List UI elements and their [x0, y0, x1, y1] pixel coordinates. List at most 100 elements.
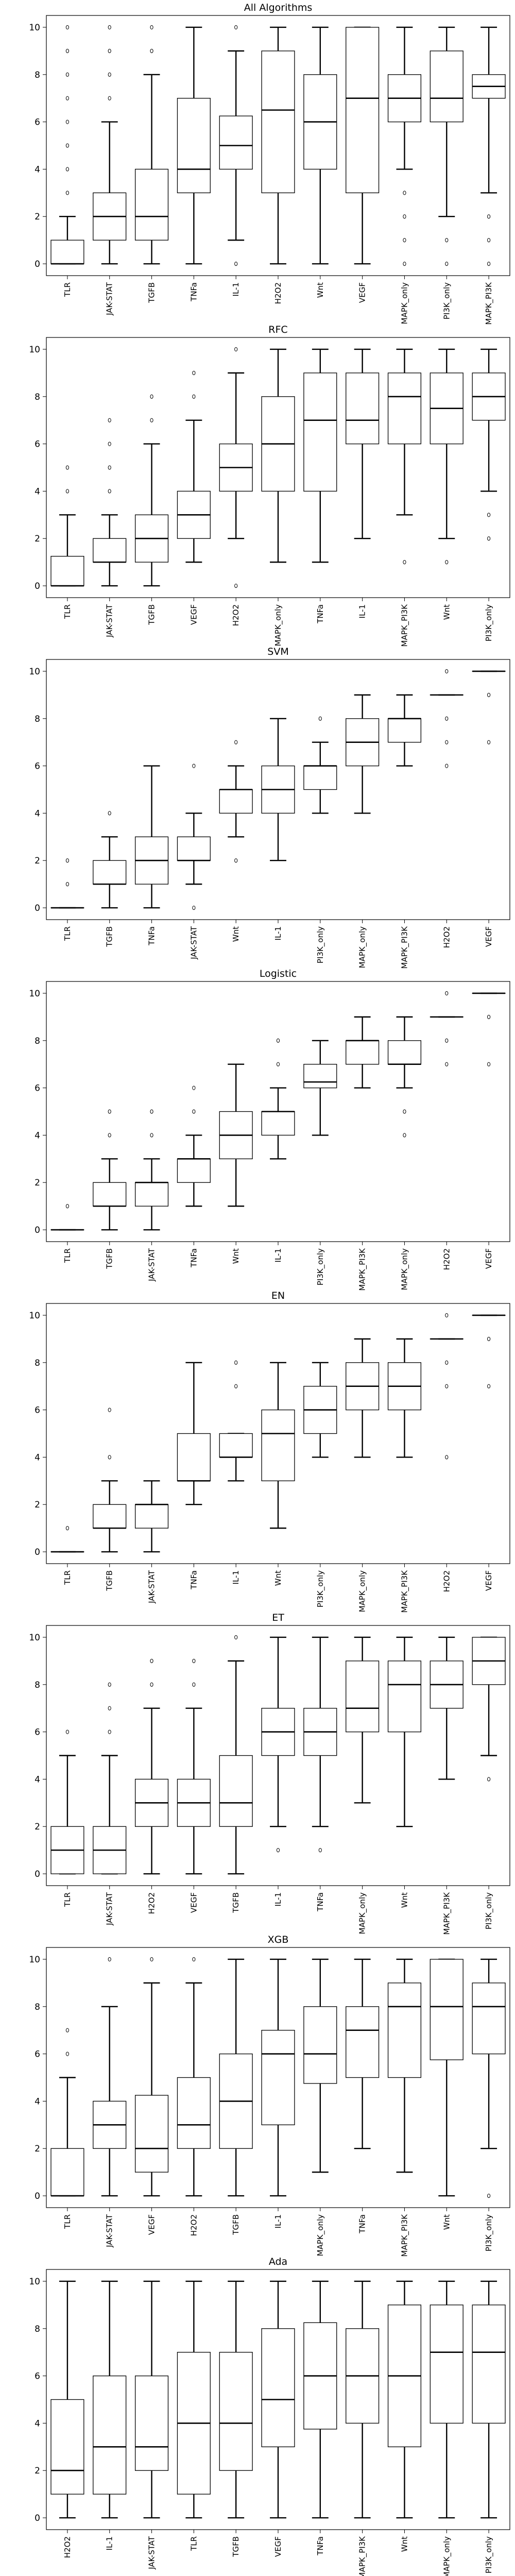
y-tick-label: 6 — [35, 439, 40, 450]
y-tick-label: 10 — [29, 345, 40, 355]
box-tnfa — [177, 1362, 211, 1505]
y-tick-label: 8 — [35, 392, 40, 402]
box-h2o2 — [219, 347, 253, 588]
outlier-point — [65, 2028, 70, 2032]
x-tick-label: MAPK_PI3K — [358, 2536, 368, 2576]
x-tick-label: JAK-STAT — [105, 604, 114, 638]
outlier-point — [65, 1730, 70, 1734]
y-tick-label: 4 — [35, 486, 40, 497]
x-tick-label: TLR — [63, 926, 72, 941]
box-mapk-only — [430, 2280, 464, 2519]
x-tick-label: MAPK_PI3K — [400, 926, 409, 969]
box-pi3k-only — [303, 1362, 337, 1458]
outlier-point — [403, 1109, 406, 1114]
iqr-box — [346, 27, 380, 193]
x-tick-label: H2O2 — [442, 926, 451, 948]
outlier-point — [65, 191, 70, 195]
y-tick-label: 6 — [35, 117, 40, 128]
x-tick-label: TNFa — [189, 1248, 198, 1268]
box-pi3k-only — [472, 1636, 506, 1782]
chart-title: EN — [271, 1290, 285, 1301]
x-tick-label: TGFB — [231, 1892, 241, 1913]
x-tick-label: JAK-STAT — [147, 1570, 157, 1604]
outlier-point — [192, 370, 196, 375]
x-tick-label: PI3K_only — [484, 1892, 494, 1929]
y-tick-label: 0 — [35, 2513, 40, 2523]
x-tick-label: H2O2 — [273, 282, 283, 304]
box-vegf — [472, 1314, 506, 1388]
x-tick-label: TNFa — [358, 2214, 367, 2234]
y-tick-label: 4 — [35, 1452, 40, 1463]
outlier-point — [108, 465, 111, 470]
iqr-box — [387, 718, 422, 743]
box-jak-stat — [134, 1480, 169, 1553]
x-tick-label: TNFa — [316, 604, 325, 624]
outlier-point — [65, 143, 70, 148]
y-tick-label: 8 — [35, 2002, 40, 2012]
x-tick-label: PI3K_only — [316, 1570, 325, 1607]
outlier-point — [234, 1635, 238, 1640]
box-tlr — [50, 25, 84, 265]
y-tick-label: 2 — [35, 534, 40, 544]
box-tlr — [177, 2280, 211, 2519]
outlier-point — [192, 1086, 196, 1090]
iqr-box — [134, 2375, 169, 2471]
iqr-box — [219, 1433, 253, 1458]
outlier-point — [192, 394, 196, 399]
y-tick-label: 8 — [35, 1036, 40, 1046]
outlier-point — [65, 48, 70, 53]
y-tick-label: 10 — [29, 1955, 40, 1965]
x-tick-label: MAPK_PI3K — [442, 1892, 452, 1935]
x-tick-label: MAPK_PI3K — [400, 604, 409, 647]
outlier-point — [403, 1133, 406, 1138]
outlier-point — [487, 1014, 491, 1019]
iqr-box — [346, 372, 380, 445]
y-tick-label: 4 — [35, 1130, 40, 1141]
y-tick-label: 10 — [29, 989, 40, 999]
x-tick-label: Wnt — [316, 282, 325, 298]
x-tick-label: JAK-STAT — [189, 926, 198, 960]
box-mapk-only — [387, 1016, 422, 1138]
iqr-box — [134, 2095, 169, 2173]
outlier-point — [487, 1062, 491, 1066]
outlier-point — [234, 583, 238, 588]
box-mapk-only — [303, 1958, 337, 2173]
subplot-all-algorithms: All Algorithms 0 2 4 6 8 10 TLR JAK-STAT TGFB TNFa… — [29, 2, 510, 325]
outlier-point — [403, 214, 406, 219]
box-pi3k-only — [472, 348, 506, 541]
outlier-point — [445, 740, 449, 744]
iqr-box — [387, 372, 422, 445]
x-tick-label: MAPK_PI3K — [484, 282, 494, 325]
box-wnt — [219, 1063, 253, 1207]
box-tgfb — [134, 394, 169, 587]
outlier-point — [65, 96, 70, 100]
x-tick-label: VEGF — [189, 604, 198, 625]
box-wnt — [219, 740, 253, 863]
iqr-box — [261, 2328, 295, 2447]
y-tick-label: 10 — [29, 23, 40, 33]
outlier-point — [150, 1133, 153, 1138]
y-tick-label: 6 — [35, 1727, 40, 1738]
outlier-point — [150, 48, 153, 53]
x-tick-label: TNFa — [316, 1892, 325, 1912]
outlier-point — [108, 1682, 111, 1687]
x-tick-label: TGFB — [231, 2214, 241, 2235]
box-tgfb — [93, 1109, 127, 1231]
outlier-point — [403, 238, 406, 243]
x-tick-label: MAPK_only — [316, 2214, 325, 2256]
subplot-xgb: XGB 0 2 4 6 8 10 TLR JAK-STAT VEGF H2O2 TGFB IL-1 MAP… — [29, 1934, 510, 2257]
outlier-point — [445, 1360, 449, 1365]
box-pi3k-only — [472, 1958, 506, 2198]
outlier-point — [150, 1957, 153, 1962]
outlier-point — [403, 191, 406, 195]
x-tick-label: Wnt — [442, 604, 451, 620]
y-tick-label: 2 — [35, 1822, 40, 1832]
iqr-box — [303, 372, 337, 492]
iqr-box — [177, 98, 211, 193]
outlier-point — [487, 1777, 491, 1782]
outlier-point — [445, 669, 449, 674]
box-tnfa — [303, 1636, 337, 1853]
x-tick-label: IL-1 — [273, 1248, 283, 1262]
y-tick-label: 4 — [35, 808, 40, 819]
x-tick-label: TGFB — [147, 604, 157, 625]
